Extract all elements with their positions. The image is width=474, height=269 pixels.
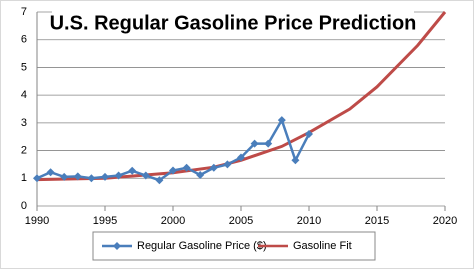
y-tick-label: 2: [21, 144, 27, 156]
y-tick-label: 0: [21, 200, 27, 212]
point: [87, 174, 96, 183]
x-tick-label: 1995: [93, 215, 117, 227]
y-tick-label: 3: [21, 117, 27, 129]
point: [141, 171, 150, 180]
y-tick-label: 1: [21, 172, 27, 184]
point: [196, 170, 205, 179]
series-line: [36, 11, 447, 182]
title-box: [52, 8, 414, 38]
point: [169, 166, 177, 175]
point: [60, 172, 69, 181]
y-tick-label: 5: [21, 61, 27, 73]
point: [237, 153, 245, 162]
point: [291, 156, 300, 165]
point: [223, 160, 232, 169]
legend-label: Regular Gasoline Price ($): [137, 240, 267, 252]
point: [33, 174, 41, 183]
y-tick-label: 7: [21, 6, 27, 18]
marks: [33, 11, 447, 185]
x-tick-label: 2020: [433, 215, 457, 227]
x-tick-label: 2005: [229, 215, 253, 227]
chart-title: U.S. Regular Gasoline Price Prediction: [50, 12, 417, 34]
point: [101, 172, 109, 181]
point: [73, 172, 82, 181]
point: [114, 171, 123, 180]
point: [182, 163, 191, 172]
point: [209, 163, 218, 172]
x-tick-label: 1990: [25, 215, 49, 227]
point: [155, 176, 164, 185]
x-tick-label: 2000: [161, 215, 185, 227]
x-tick-label: 2010: [297, 215, 321, 227]
point: [277, 116, 286, 125]
point: [264, 139, 273, 148]
point: [46, 168, 55, 177]
x-tick-label: 2015: [365, 215, 389, 227]
y-tick-label: 4: [21, 89, 27, 101]
legend: Regular Gasoline Price ($) Gasoline Fit: [102, 240, 352, 252]
point: [305, 129, 313, 138]
point: [128, 166, 137, 175]
legend-label: Gasoline Fit: [293, 240, 352, 252]
y-tick-label: 6: [21, 34, 27, 46]
legend-box: [92, 231, 376, 261]
point: [250, 139, 259, 148]
legend-marker: [113, 242, 121, 250]
